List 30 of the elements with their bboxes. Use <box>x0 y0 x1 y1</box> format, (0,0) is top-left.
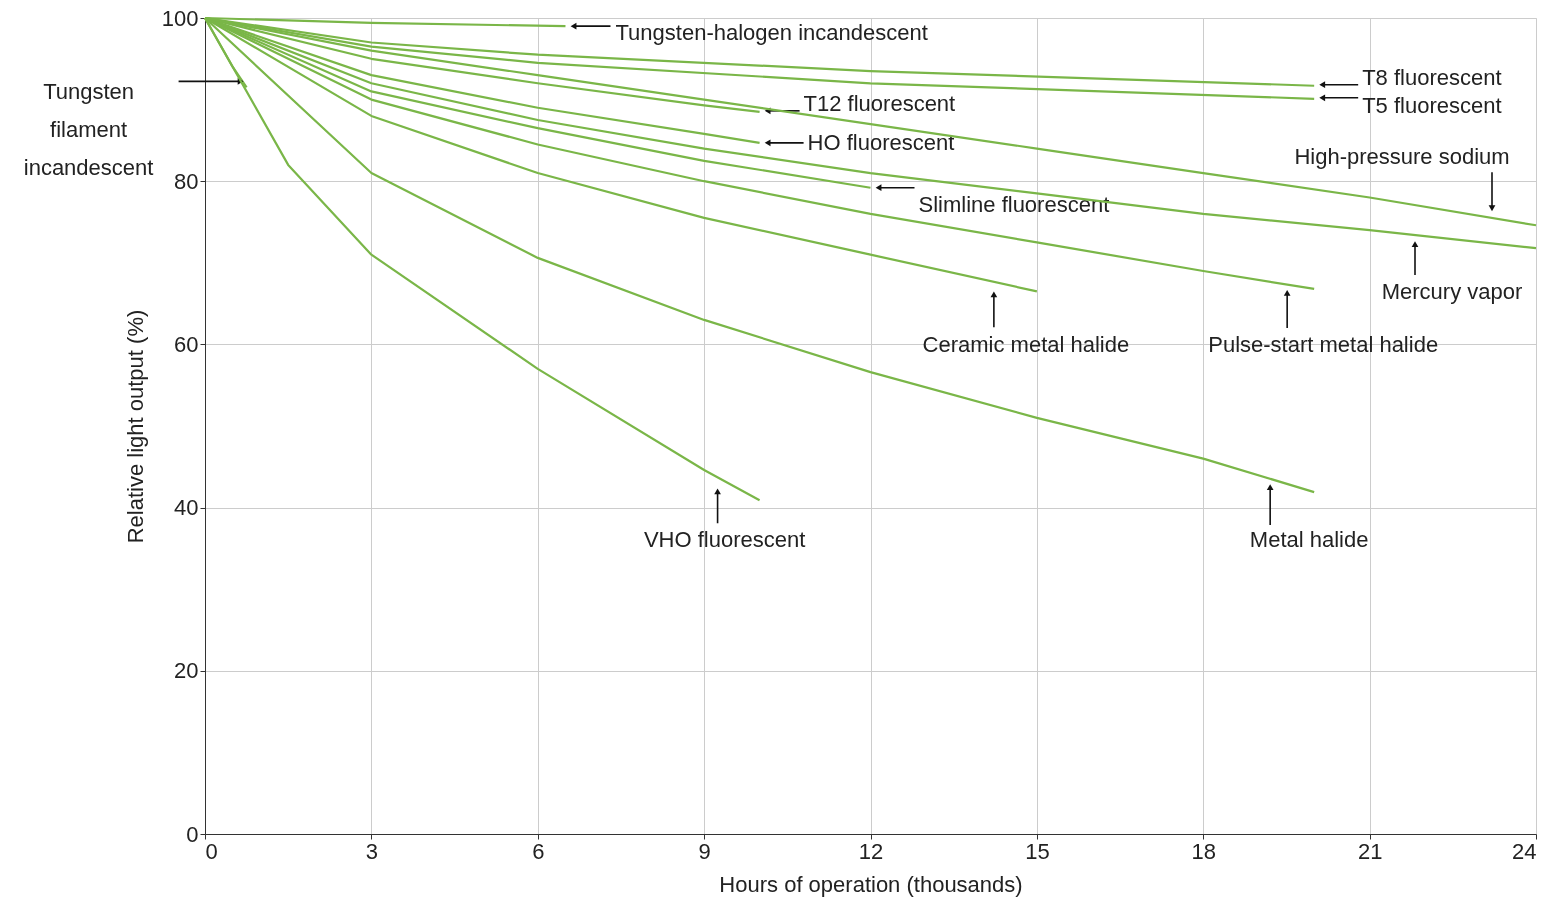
x-tick-label: 18 <box>1191 838 1216 864</box>
text: Tungsten-halogen incandescent <box>615 20 928 46</box>
x-tick-label: 21 <box>1357 838 1383 864</box>
x-tick-label: 0 <box>205 838 218 864</box>
text: VHO fluorescent <box>643 527 806 553</box>
x-axis-title: Hours of operation (thousands) <box>719 871 1023 897</box>
x-tick-label: 3 <box>365 838 378 864</box>
text: Metal halide <box>1249 527 1369 553</box>
y-tick-label: 60 <box>174 331 199 357</box>
y-tick-label: 80 <box>174 168 199 194</box>
text: HO fluorescent <box>807 129 955 155</box>
text: T12 fluorescent <box>803 90 956 116</box>
y-tick-label: 100 <box>161 5 199 31</box>
x-tick-label: 12 <box>858 838 884 864</box>
text: Ceramic metal halide <box>922 332 1130 358</box>
text: Tungsten filament incandescent <box>23 79 154 181</box>
series-label: Mercury vapor <box>1381 279 1523 305</box>
y-tick-label: 20 <box>174 658 199 684</box>
y-axis-title: Relative light output (%) <box>122 309 148 544</box>
text: Slimline fluorescent <box>918 191 1110 217</box>
text: Pulse-start metal halide <box>1208 331 1439 357</box>
y-tick-label: 40 <box>174 495 199 521</box>
series-label: High-pressure sodium <box>1294 144 1510 170</box>
x-tick-label: 9 <box>698 838 711 864</box>
x-tick-label: 24 <box>1512 838 1537 864</box>
text: T8 fluorescent <box>1362 64 1502 90</box>
text: T5 fluorescent <box>1362 92 1502 118</box>
y-tick-label: 0 <box>186 821 199 847</box>
x-tick-label: 6 <box>532 838 545 864</box>
x-tick-label: 15 <box>1025 838 1050 864</box>
